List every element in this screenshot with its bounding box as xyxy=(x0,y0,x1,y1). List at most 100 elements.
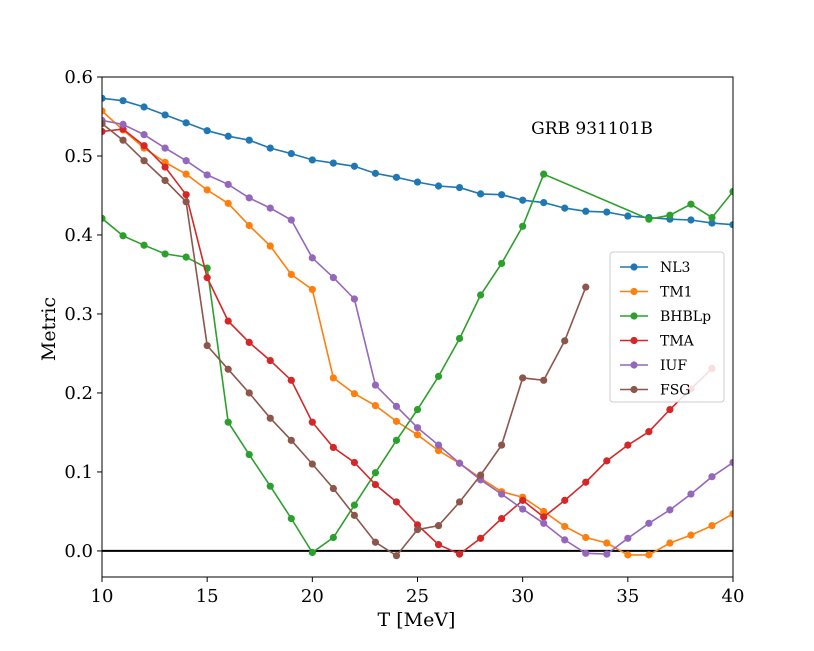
data-point-tma xyxy=(603,457,611,465)
data-point-iuf xyxy=(350,295,358,303)
data-point-bhblp xyxy=(540,170,548,178)
data-point-fsg xyxy=(224,365,232,373)
data-point-fsg xyxy=(498,441,506,449)
x-axis-label: T [MeV] xyxy=(378,609,456,631)
data-point-fsg xyxy=(455,498,464,506)
data-point-iuf xyxy=(161,144,169,152)
data-point-bhblp xyxy=(287,514,295,523)
data-point-tm1 xyxy=(708,522,716,530)
data-point-fsg xyxy=(140,157,148,165)
data-point-bhblp xyxy=(266,482,274,490)
data-point-fsg xyxy=(161,176,169,185)
data-point-tma xyxy=(266,356,274,365)
data-point-nl3 xyxy=(708,219,716,227)
data-point-nl3 xyxy=(477,190,485,198)
series-line-nl3 xyxy=(102,97,733,226)
data-point-tm1 xyxy=(329,374,337,382)
data-point-iuf xyxy=(329,274,337,282)
data-point-nl3 xyxy=(582,207,590,215)
data-point-fsg xyxy=(413,526,422,534)
data-point-nl3 xyxy=(434,182,443,190)
data-point-bhblp xyxy=(245,450,253,459)
data-point-tma xyxy=(245,338,253,347)
data-point-bhblp xyxy=(434,372,443,380)
x-tick-label: 35 xyxy=(616,586,639,607)
data-point-iuf xyxy=(624,534,632,542)
y-tick-label: 0.2 xyxy=(64,383,93,404)
data-point-tma xyxy=(645,428,653,436)
data-point-tma xyxy=(102,127,106,136)
data-point-tma xyxy=(308,418,316,426)
x-tick-label: 30 xyxy=(511,586,534,607)
data-point-bhblp xyxy=(413,405,422,414)
data-point-bhblp xyxy=(477,291,485,299)
data-point-fsg xyxy=(245,389,253,397)
x-tick-label: 15 xyxy=(196,586,219,607)
data-point-iuf xyxy=(224,180,232,189)
data-point-fsg xyxy=(329,484,337,493)
data-point-bhblp xyxy=(119,232,127,240)
x-tick-label: 20 xyxy=(301,586,324,607)
data-point-tma xyxy=(140,142,148,150)
data-point-nl3 xyxy=(603,208,611,216)
data-point-tma xyxy=(519,496,527,504)
data-point-iuf xyxy=(519,505,527,513)
data-point-iuf xyxy=(687,490,695,498)
data-point-iuf xyxy=(498,490,506,498)
y-axis-label: Metric xyxy=(38,297,60,361)
data-point-tm1 xyxy=(561,522,569,531)
data-point-tm1 xyxy=(245,221,253,230)
data-point-tm1 xyxy=(666,539,674,547)
data-point-nl3 xyxy=(119,97,127,105)
data-point-fsg xyxy=(308,460,316,468)
data-point-bhblp xyxy=(182,253,190,261)
data-point-tm1 xyxy=(540,507,548,516)
data-point-fsg xyxy=(434,522,443,530)
data-point-tm1 xyxy=(413,431,422,439)
data-point-bhblp xyxy=(729,187,733,196)
legend-marker-tm1 xyxy=(630,287,638,296)
legend-marker-iuf xyxy=(630,361,638,369)
data-point-tm1 xyxy=(392,417,401,425)
data-point-tma xyxy=(477,534,485,542)
data-point-tm1 xyxy=(645,551,653,559)
data-point-tm1 xyxy=(729,510,733,518)
data-point-tm1 xyxy=(203,186,211,194)
data-point-nl3 xyxy=(161,111,169,119)
data-point-iuf xyxy=(666,506,674,514)
data-point-iuf xyxy=(540,519,548,527)
data-point-fsg xyxy=(203,341,211,350)
data-point-nl3 xyxy=(498,191,506,199)
data-point-nl3 xyxy=(287,150,295,158)
x-tick-label: 25 xyxy=(406,586,429,607)
data-point-iuf xyxy=(182,157,190,165)
legend-marker-fsg xyxy=(630,385,638,394)
data-point-nl3 xyxy=(624,212,632,220)
data-point-nl3 xyxy=(102,94,106,102)
x-tick-label: 10 xyxy=(91,586,114,607)
legend-marker-tma xyxy=(630,336,638,345)
data-point-fsg xyxy=(182,198,190,206)
data-point-nl3 xyxy=(413,178,422,186)
data-point-tma xyxy=(624,441,632,449)
data-point-tma xyxy=(371,480,380,489)
legend-label-bhblp: BHBLp xyxy=(660,309,711,325)
data-point-iuf xyxy=(308,254,316,262)
data-point-iuf xyxy=(140,131,148,139)
data-point-fsg xyxy=(477,471,485,479)
y-tick-label: 0.0 xyxy=(64,541,93,562)
data-point-tm1 xyxy=(182,170,190,178)
data-point-iuf xyxy=(708,473,716,481)
data-point-tm1 xyxy=(687,531,695,539)
data-point-iuf xyxy=(371,381,380,389)
data-point-nl3 xyxy=(455,183,464,192)
data-point-tm1 xyxy=(603,539,611,547)
legend-label-nl3: NL3 xyxy=(660,260,690,276)
data-point-iuf xyxy=(392,402,401,410)
data-point-tm1 xyxy=(624,551,632,559)
data-point-iuf xyxy=(434,441,443,449)
data-point-nl3 xyxy=(687,216,695,224)
data-point-bhblp xyxy=(371,469,380,477)
series-line-tma xyxy=(102,128,713,556)
